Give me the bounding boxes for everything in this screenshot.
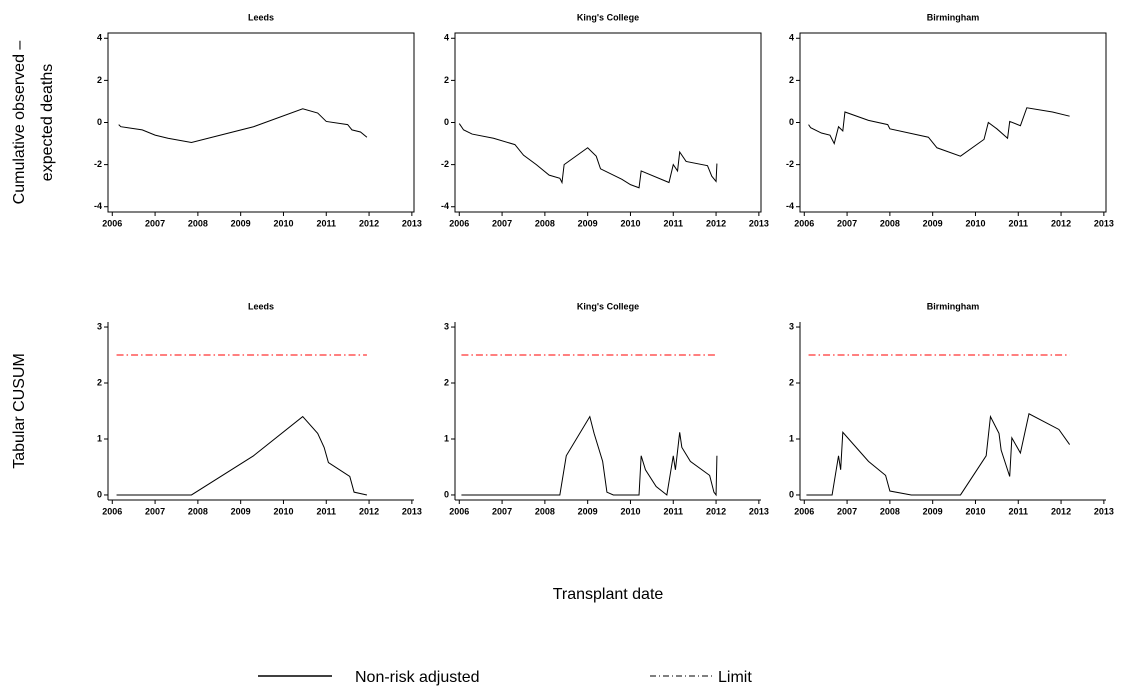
y-axis-label: Tabular CUSUM [11,353,28,469]
x-tick-label: 2007 [837,218,857,228]
y-tick-label: 3 [789,321,794,331]
plot-frame [454,32,762,213]
x-tick-label: 2009 [231,218,251,228]
y-tick-label: -4 [441,201,449,211]
y-tick-label: 0 [789,117,794,127]
x-tick-label: 2007 [492,218,512,228]
y-tick-label: 2 [444,377,449,387]
x-tick-label: 2012 [1051,218,1071,228]
x-tick-label: 2007 [145,218,165,228]
x-tick-label: 2013 [1094,506,1114,516]
x-tick-label: 2007 [837,506,857,516]
x-tick-label: 2012 [359,218,379,228]
x-tick-label: 2011 [317,506,337,516]
series-line [808,107,1070,157]
panel-title: Leeds [248,12,274,22]
legend-label: Limit [718,669,752,686]
x-tick-label: 2009 [923,506,943,516]
x-tick-label: 2007 [145,506,165,516]
y-tick-label: 0 [444,117,449,127]
y-tick-label: 1 [444,433,449,443]
x-tick-label: 2012 [359,506,379,516]
series-line [461,415,718,497]
y-tick-label: 3 [97,321,102,331]
panel-title: King's College [577,12,639,22]
x-tick-label: 2006 [102,218,122,228]
y-tick-label: 2 [789,75,794,85]
y-tick-label: 0 [97,117,102,127]
x-tick-label: 2008 [188,218,208,228]
x-tick-label: 2013 [402,218,422,228]
legend-label: Non-risk adjusted [355,669,480,686]
x-tick-label: 2009 [578,218,598,228]
x-tick-label: 2006 [794,218,814,228]
x-tick-label: 2011 [664,506,684,516]
x-tick-label: 2011 [1009,506,1029,516]
y-tick-label: 0 [444,489,449,499]
y-tick-label: 4 [444,33,449,43]
x-tick-label: 2006 [449,218,469,228]
x-tick-label: 2006 [449,506,469,516]
x-tick-label: 2009 [578,506,598,516]
x-tick-label: 2013 [749,506,769,516]
y-tick-label: 4 [789,33,794,43]
x-tick-label: 2012 [706,218,726,228]
y-tick-label: 4 [97,33,102,43]
x-tick-label: 2007 [492,506,512,516]
x-tick-label: 2010 [620,506,640,516]
x-tick-label: 2013 [1094,218,1114,228]
panel-title: King's College [577,301,639,311]
y-axis-label: Cumulative observed – [11,41,28,205]
y-tick-label: 3 [444,321,449,331]
series-line [806,413,1071,496]
x-tick-label: 2012 [1051,506,1071,516]
x-tick-label: 2008 [880,506,900,516]
y-tick-label: -4 [786,201,794,211]
series-line [458,123,718,189]
y-tick-label: 2 [97,75,102,85]
x-tick-label: 2006 [102,506,122,516]
y-tick-label: -2 [441,159,449,169]
y-tick-label: -4 [94,201,102,211]
y-axis-label: expected deaths [39,64,56,181]
y-tick-label: 2 [789,377,794,387]
x-tick-label: 2010 [273,218,293,228]
x-tick-label: 2008 [535,218,555,228]
x-tick-label: 2008 [188,506,208,516]
x-tick-label: 2011 [317,218,337,228]
panel-title: Leeds [248,301,274,311]
x-tick-label: 2013 [402,506,422,516]
x-tick-label: 2011 [1009,218,1029,228]
x-tick-label: 2011 [664,218,684,228]
x-tick-label: 2008 [880,218,900,228]
y-tick-label: -2 [786,159,794,169]
y-tick-label: -2 [94,159,102,169]
x-tick-label: 2010 [273,506,293,516]
x-tick-label: 2010 [965,218,985,228]
x-tick-label: 2006 [794,506,814,516]
plot-frame [799,32,1107,213]
y-tick-label: 2 [97,377,102,387]
y-tick-label: 2 [444,75,449,85]
x-tick-label: 2012 [706,506,726,516]
y-tick-label: 0 [789,489,794,499]
panel-title: Birmingham [927,12,980,22]
x-tick-label: 2009 [231,506,251,516]
x-tick-label: 2008 [535,506,555,516]
x-tick-label: 2013 [749,218,769,228]
y-tick-label: 1 [789,433,794,443]
plot-frame [107,32,415,213]
panel-title: Birmingham [927,301,980,311]
series-line [116,415,368,496]
series-line [118,108,368,144]
x-tick-label: 2010 [965,506,985,516]
y-tick-label: 0 [97,489,102,499]
x-tick-label: 2010 [620,218,640,228]
x-axis-label: Transplant date [553,586,664,603]
x-tick-label: 2009 [923,218,943,228]
y-tick-label: 1 [97,433,102,443]
